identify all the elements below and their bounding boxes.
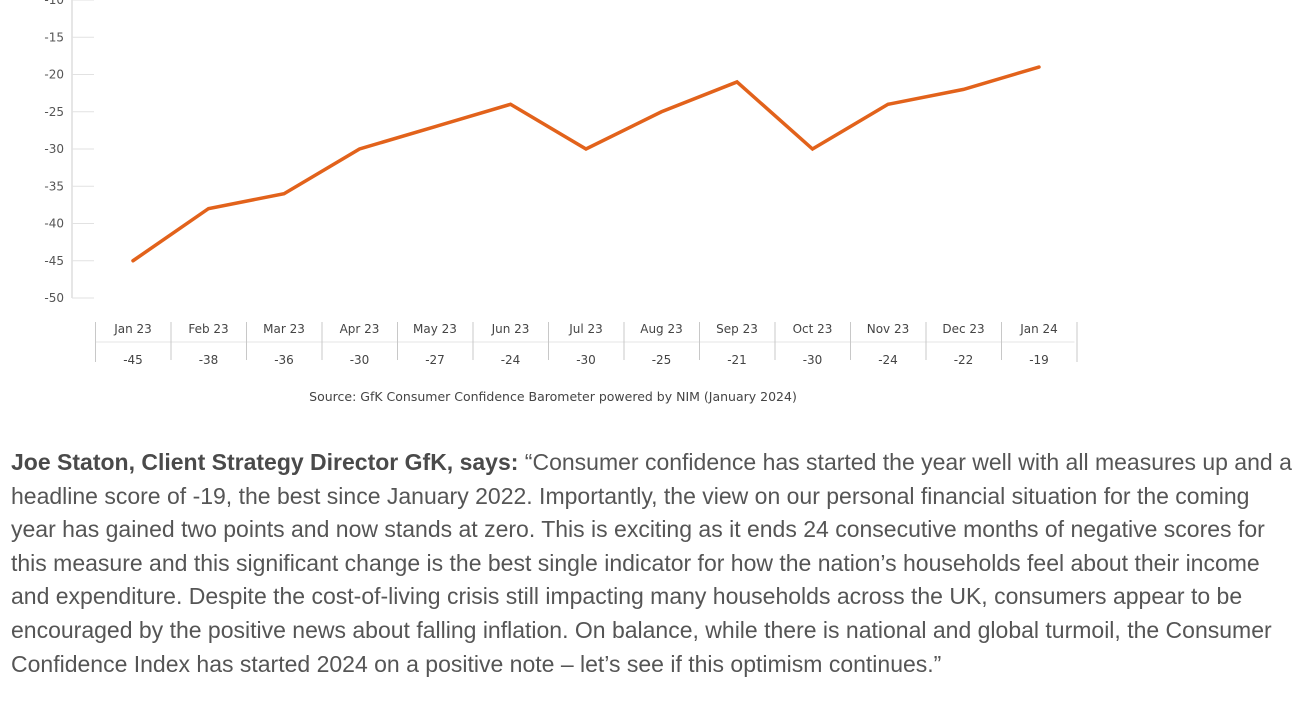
quote-speaker: Joe Staton, Client Strategy Director GfK… [11, 449, 519, 475]
table-header-cell: Feb 23 [188, 322, 228, 336]
y-tick-label: -30 [44, 142, 64, 156]
y-tick-label: -35 [44, 179, 64, 193]
quote-paragraph: Joe Staton, Client Strategy Director GfK… [11, 446, 1293, 681]
table-value-cell: -24 [878, 353, 898, 367]
chart-source: Source: GfK Consumer Confidence Baromete… [309, 389, 797, 404]
series-line [131, 65, 1041, 263]
y-tick-label: -40 [44, 217, 64, 231]
table-value-cell: -25 [652, 353, 672, 367]
y-axis: -10 -15 -20 -25 -30 -35 -40 -45 -50 [44, 0, 94, 305]
table-value-cell: -21 [727, 353, 747, 367]
table-value-cell: -27 [425, 353, 445, 367]
table-value-cell: -30 [576, 353, 596, 367]
table-header-cell: Jun 23 [491, 322, 530, 336]
table-header-cell: Mar 23 [263, 322, 305, 336]
y-tick-label: -15 [44, 30, 64, 44]
quote-text: “Consumer confidence has started the yea… [11, 449, 1292, 677]
table-value-cell: -24 [501, 353, 521, 367]
table-header-cell: Jan 24 [1019, 322, 1058, 336]
table-value-cell: -45 [123, 353, 143, 367]
table-value-cell: -30 [803, 353, 823, 367]
table-header-cell: Jan 23 [113, 322, 152, 336]
data-table: Jan 23 -45 Feb 23 -38 Mar 23 -36 Apr 23 -30 May … [95, 322, 1078, 367]
table-value-cell: -38 [199, 353, 219, 367]
table-header-cell: Sep 23 [716, 322, 758, 336]
table-header-cell: Aug 23 [640, 322, 683, 336]
table-header-cell: May 23 [413, 322, 457, 336]
table-header-cell: Oct 23 [793, 322, 833, 336]
table-value-cell: -36 [274, 353, 294, 367]
y-tick-label: -10 [44, 0, 64, 7]
table-value-cell: -19 [1029, 353, 1049, 367]
table-header-cell: Jul 23 [568, 322, 603, 336]
y-tick-label: -25 [44, 105, 64, 119]
table-value-cell: -30 [350, 353, 370, 367]
table-header-cell: Dec 23 [942, 322, 984, 336]
y-tick-label: -20 [44, 68, 64, 82]
table-header-cell: Apr 23 [340, 322, 380, 336]
line-chart: -10 -15 -20 -25 -30 -35 -40 -45 -50 Jan 23 -45 Feb… [44, 0, 1078, 404]
table-header-cell: Nov 23 [867, 322, 910, 336]
y-tick-label: -45 [44, 254, 64, 268]
series-line-group [131, 65, 1041, 263]
y-tick-label: -50 [44, 291, 64, 305]
table-value-cell: -22 [954, 353, 974, 367]
